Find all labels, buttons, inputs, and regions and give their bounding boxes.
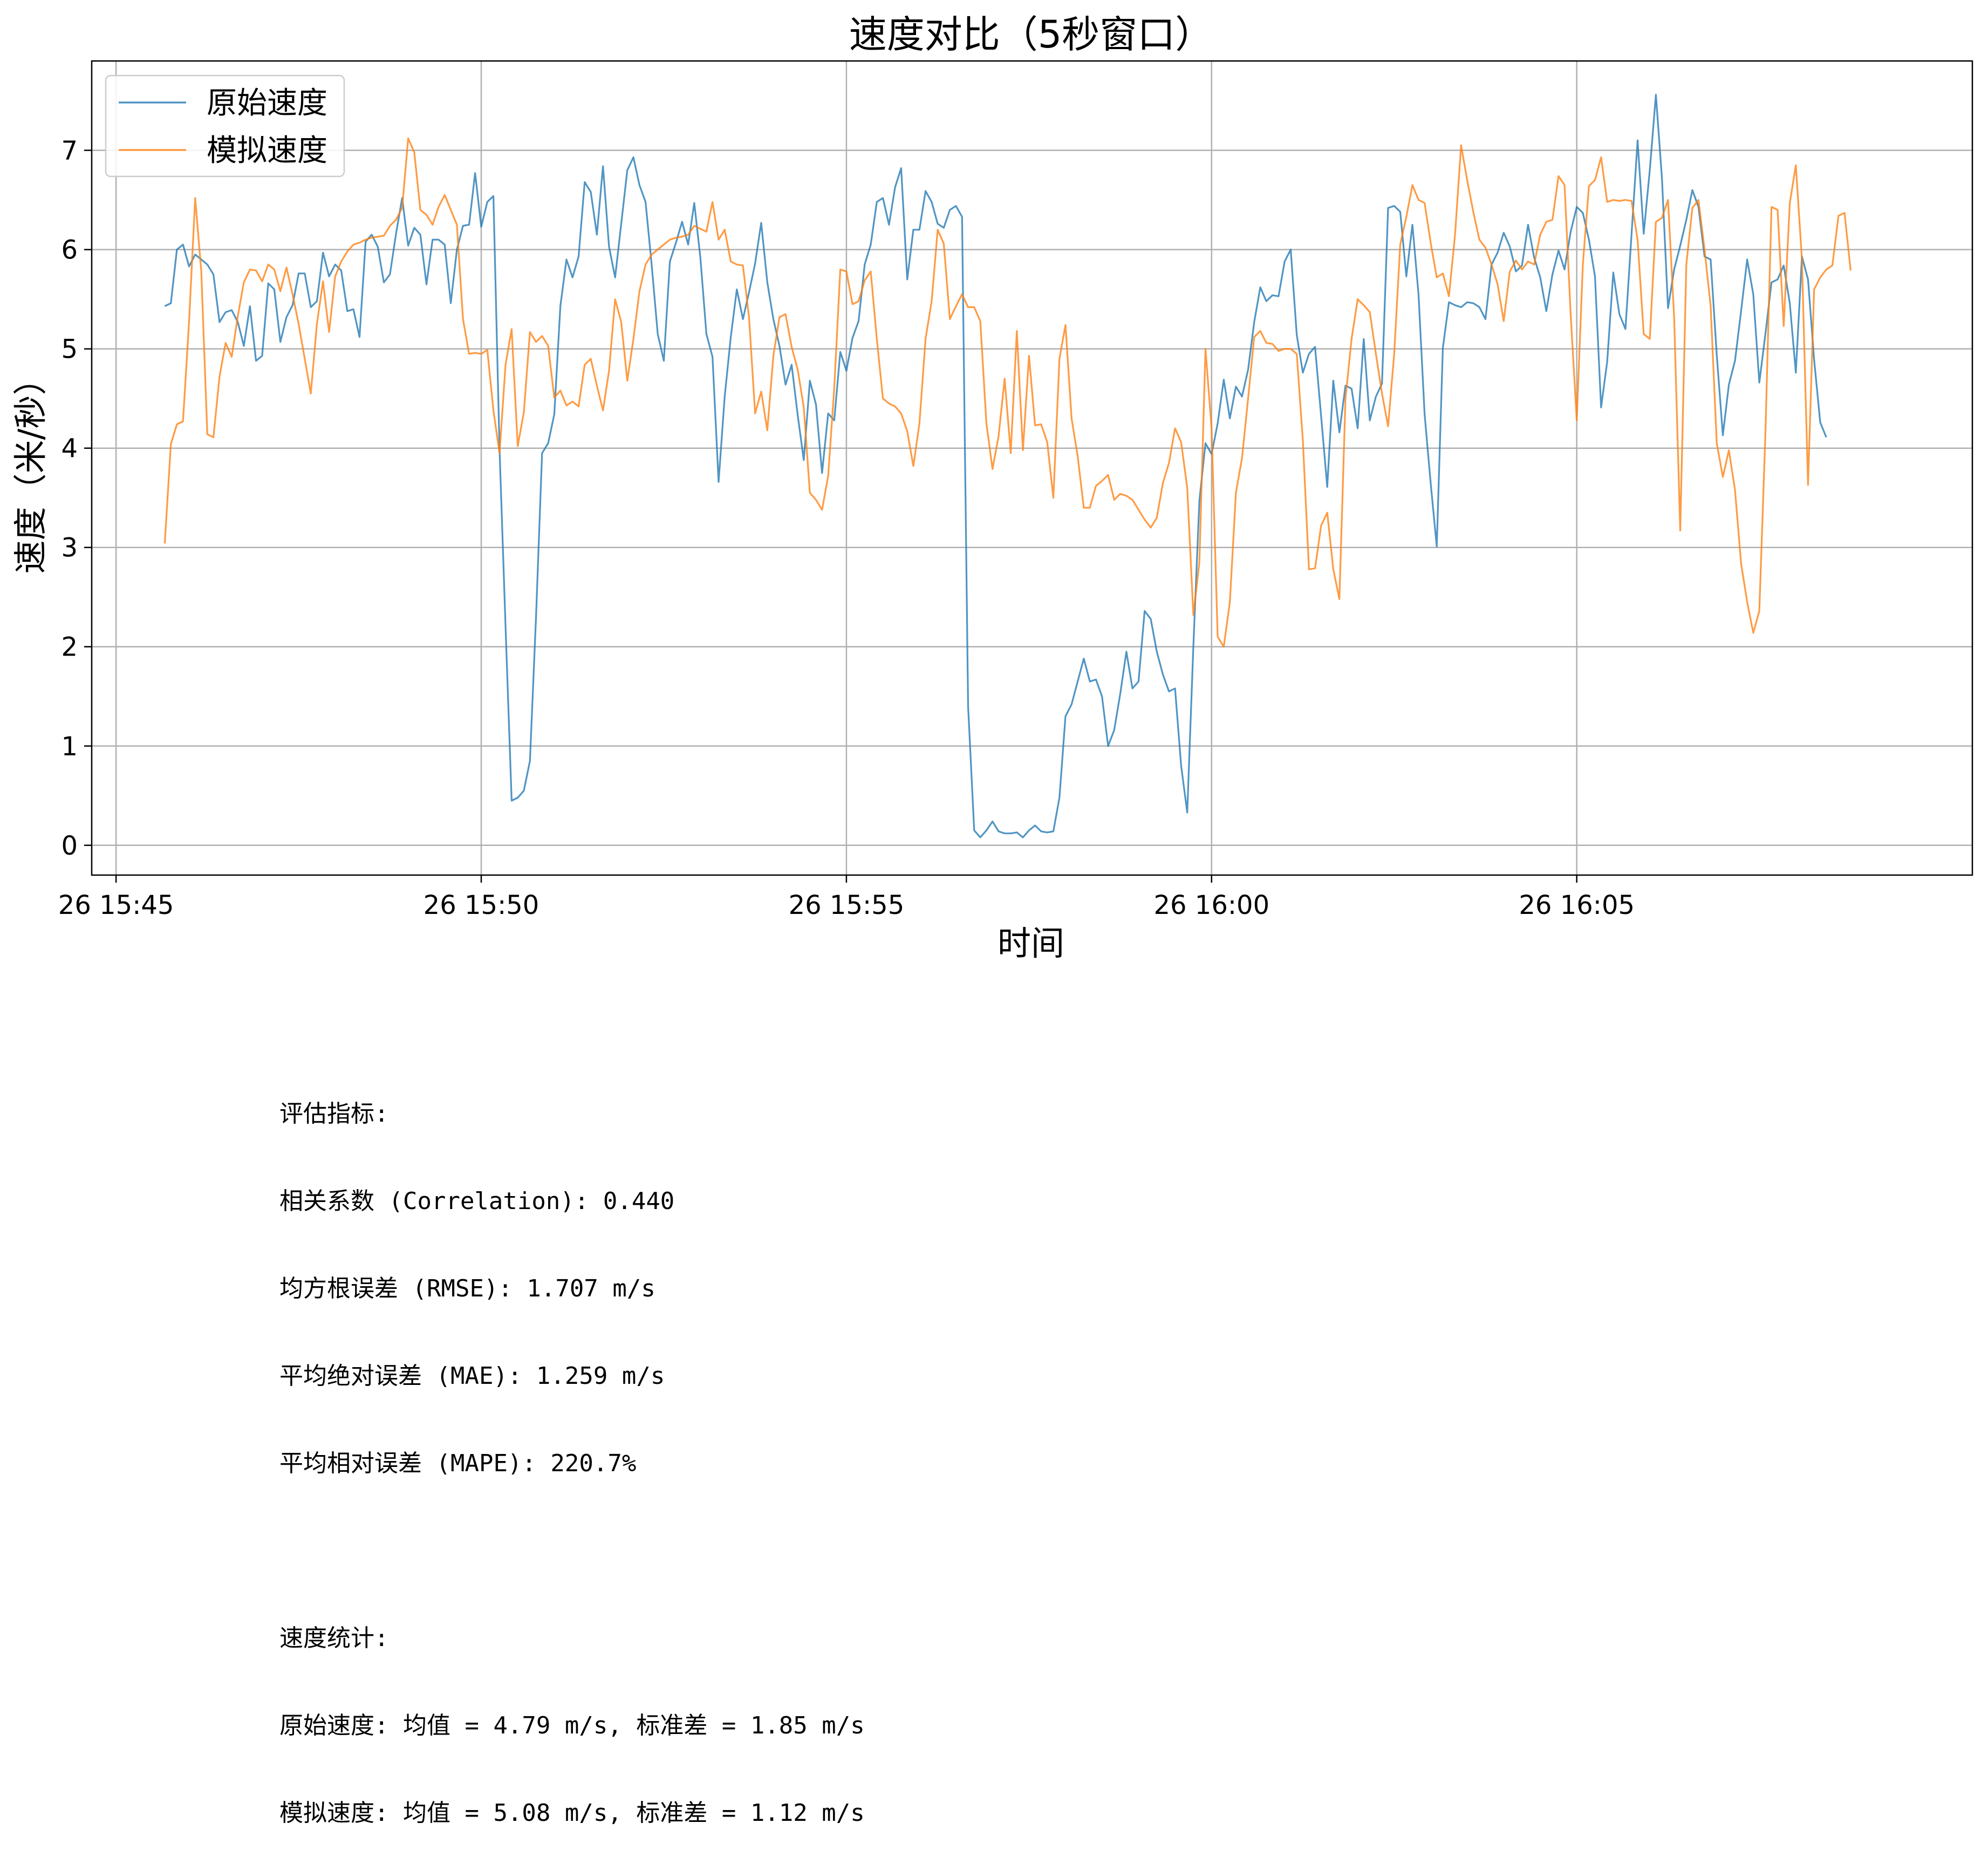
y-axis-ticks: 0 1 2 3 4 5 6 7 (61, 136, 92, 861)
x-tick-label: 26 15:50 (423, 890, 539, 920)
x-tick-label: 26 15:55 (789, 890, 905, 920)
y-axis-label: 速度（米/秒） (11, 362, 50, 574)
plot-area-frame (91, 60, 1973, 876)
grid-lines (92, 61, 1972, 875)
x-axis-ticks: 26 15:45 26 15:50 26 15:55 26 16:00 26 16:05 (58, 875, 1635, 920)
speed-comparison-chart: 速度对比（5秒窗口） 26 15:45 26 15:50 26 15:55 26 16… (11, 12, 1973, 963)
x-tick-label: 26 15:45 (58, 890, 174, 920)
stats-original: 原始速度: 均值 = 4.79 m/s, 标准差 = 1.85 m/s (279, 1712, 865, 1739)
x-tick-label: 26 16:00 (1153, 890, 1269, 920)
y-tick-label: 6 (61, 235, 78, 265)
metrics-heading: 评估指标: (279, 1100, 389, 1128)
metric-mape: 平均相对误差 (MAPE): 220.7% (279, 1450, 637, 1477)
metric-rmse: 均方根误差 (RMSE): 1.707 m/s (279, 1275, 655, 1302)
y-tick-label: 5 (61, 334, 78, 365)
y-tick-label: 7 (61, 136, 78, 166)
metrics-annotation: 评估指标: 相关系数 (Correlation): 0.440 均方根误差 (R… (279, 1041, 865, 1857)
y-tick-label: 3 (61, 533, 78, 563)
y-tick-label: 0 (61, 831, 78, 861)
x-tick-label: 26 16:05 (1519, 890, 1635, 920)
y-tick-label: 2 (61, 632, 78, 663)
series-line-original (164, 94, 1827, 838)
metric-mae: 平均绝对误差 (MAE): 1.259 m/s (279, 1362, 665, 1390)
stats-heading: 速度统计: (279, 1624, 389, 1652)
x-axis-label: 时间 (998, 924, 1064, 963)
legend: 原始速度 模拟速度 (105, 74, 345, 177)
chart-title: 速度对比（5秒窗口） (849, 12, 1213, 57)
y-tick-label: 4 (61, 434, 78, 464)
y-tick-label: 1 (61, 732, 78, 762)
series-lines (163, 94, 1852, 838)
legend-label-original: 原始速度 (207, 86, 327, 121)
series-line-simulated (163, 137, 1852, 648)
stats-simulated: 模拟速度: 均值 = 5.08 m/s, 标准差 = 1.12 m/s (279, 1799, 865, 1827)
legend-label-simulated: 模拟速度 (207, 133, 327, 168)
legend-box (105, 74, 345, 177)
metric-correlation: 相关系数 (Correlation): 0.440 (279, 1187, 675, 1215)
metrics-spacer (279, 1537, 865, 1566)
